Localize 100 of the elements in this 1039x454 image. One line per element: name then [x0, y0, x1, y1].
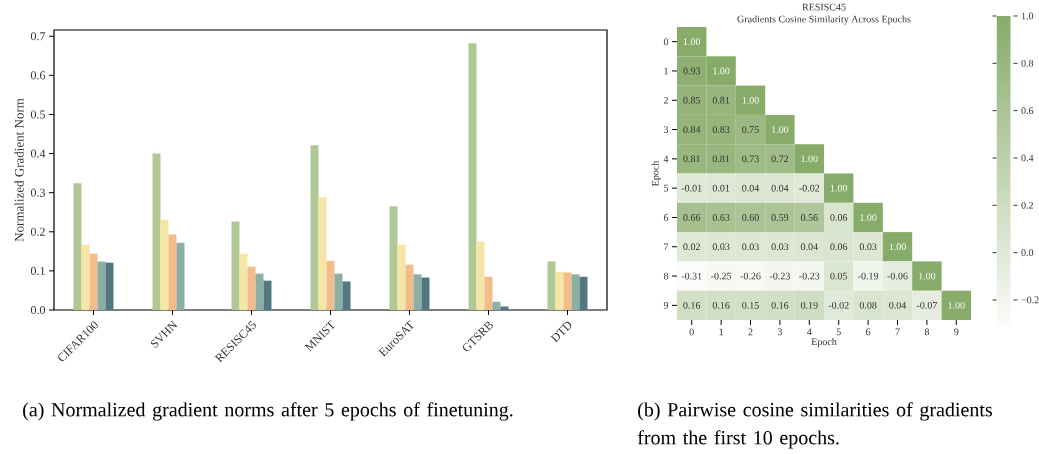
- data-label: 0.72: [771, 155, 789, 163]
- y-axis-title: Normalized Gradient Norm: [14, 98, 24, 242]
- data-label: 0.06: [830, 243, 848, 251]
- data-label: 0.81: [683, 155, 700, 163]
- bar: [81, 244, 90, 310]
- data-label: 0.84: [683, 126, 701, 133]
- bar: [89, 253, 98, 310]
- x-tick-label: 0: [689, 328, 694, 336]
- chart-subtitle: Gradients Cosine Similarity Across Epochs: [737, 15, 911, 25]
- bar: [310, 145, 319, 310]
- data-label: 0.04: [742, 184, 760, 192]
- data-label: 0.83: [712, 126, 730, 133]
- color-bar-label: 0.8: [1021, 59, 1034, 67]
- bar: [547, 261, 556, 310]
- data-label: 0.04: [800, 243, 818, 251]
- y-tick-label: 6: [663, 214, 669, 221]
- bar: [500, 306, 509, 310]
- data-label: -0.23: [799, 272, 820, 280]
- y-tick-label: 5: [664, 184, 669, 192]
- bar: [334, 273, 343, 310]
- data-label: 1.00: [889, 243, 906, 251]
- data-label: 0.93: [683, 67, 701, 75]
- x-axis-title: Epoch: [811, 338, 837, 348]
- x-tick-label: 8: [924, 328, 930, 336]
- bar: [342, 281, 351, 310]
- y-tick-label: 0.3: [30, 188, 46, 197]
- bar: [484, 276, 493, 310]
- color-bar-label: 0.6: [1021, 107, 1034, 115]
- data-label: -0.06: [887, 272, 908, 280]
- y-tick-label: 3: [663, 126, 669, 133]
- color-bar-label: −0.2: [1021, 296, 1039, 304]
- x-tick-label: 3: [777, 328, 783, 336]
- bar: [555, 271, 564, 310]
- x-tick-label: 9: [954, 328, 959, 336]
- data-label: 0.15: [742, 301, 759, 309]
- data-label: 0.85: [683, 96, 701, 104]
- y-tick-label: 0.1: [30, 266, 45, 275]
- bar: [255, 273, 264, 310]
- data-label: 0.05: [830, 272, 848, 280]
- data-label: 0.66: [683, 214, 701, 221]
- x-tick-label: 7: [895, 328, 900, 336]
- y-tick-label: 0.0: [30, 305, 46, 315]
- bar: [73, 183, 82, 310]
- data-label: 0.63: [712, 214, 730, 221]
- text: (a) Normalized gradient norms after 5 epochs of finetuning.: [23, 402, 513, 421]
- y-tick-label: 4: [663, 155, 669, 163]
- x-tick-label: 4: [807, 328, 812, 336]
- bar: [152, 153, 161, 310]
- bar: [563, 272, 572, 310]
- x-tick-label: 6: [866, 328, 871, 336]
- bar: [176, 242, 185, 310]
- y-tick-label: 9: [663, 301, 669, 309]
- bar: [105, 262, 114, 310]
- data-label: 0.01: [712, 184, 730, 192]
- y-tick-label: 0.4: [30, 149, 46, 158]
- data-label: 1.00: [772, 126, 789, 133]
- bar: [476, 241, 485, 310]
- data-label: 0.81: [712, 96, 730, 104]
- data-label: 0.04: [889, 301, 907, 309]
- data-label: -0.26: [740, 272, 761, 280]
- bar: [231, 221, 240, 310]
- bar: [413, 274, 422, 310]
- data-label: 1.00: [683, 38, 701, 46]
- y-axis-title: Epoch: [651, 160, 661, 186]
- data-label: 0.03: [859, 243, 877, 251]
- bar: [247, 266, 256, 310]
- data-label: 0.73: [742, 155, 759, 163]
- data-label: 1.00: [742, 96, 759, 104]
- color-bar-label: 0.4: [1021, 154, 1034, 162]
- bar: [326, 260, 335, 310]
- y-tick-label: 1: [664, 67, 668, 75]
- data-label: 0.19: [800, 301, 818, 309]
- bar: [97, 261, 106, 310]
- data-label: 0.16: [771, 301, 789, 309]
- y-tick-label: 8: [663, 272, 669, 280]
- data-label: 1.00: [919, 272, 936, 280]
- bar: [579, 276, 588, 310]
- bar: [263, 280, 272, 310]
- data-label: 0.59: [771, 214, 789, 221]
- data-label: -0.23: [769, 272, 790, 280]
- bar: [389, 206, 398, 310]
- color-bar-label: 0.2: [1021, 201, 1033, 209]
- data-label: -0.25: [711, 272, 732, 280]
- data-label: 0.03: [712, 243, 730, 251]
- bar: [160, 219, 169, 310]
- data-label: 0.60: [742, 214, 759, 221]
- bar: [421, 277, 430, 310]
- data-label: 0.75: [742, 126, 759, 133]
- y-tick-label: 7: [664, 243, 669, 251]
- y-tick-label: 0: [663, 38, 669, 46]
- data-label: 1.00: [830, 184, 848, 192]
- y-tick-label: 0.6: [30, 71, 46, 80]
- color-bar-label: 0.0: [1021, 249, 1034, 257]
- data-label: 1.00: [713, 67, 730, 75]
- data-label: 0.06: [830, 214, 848, 221]
- bar: [571, 274, 580, 310]
- bar: [468, 43, 477, 310]
- data-label: 0.16: [683, 301, 701, 309]
- data-label: -0.07: [916, 301, 938, 309]
- data-label: -0.02: [828, 301, 849, 309]
